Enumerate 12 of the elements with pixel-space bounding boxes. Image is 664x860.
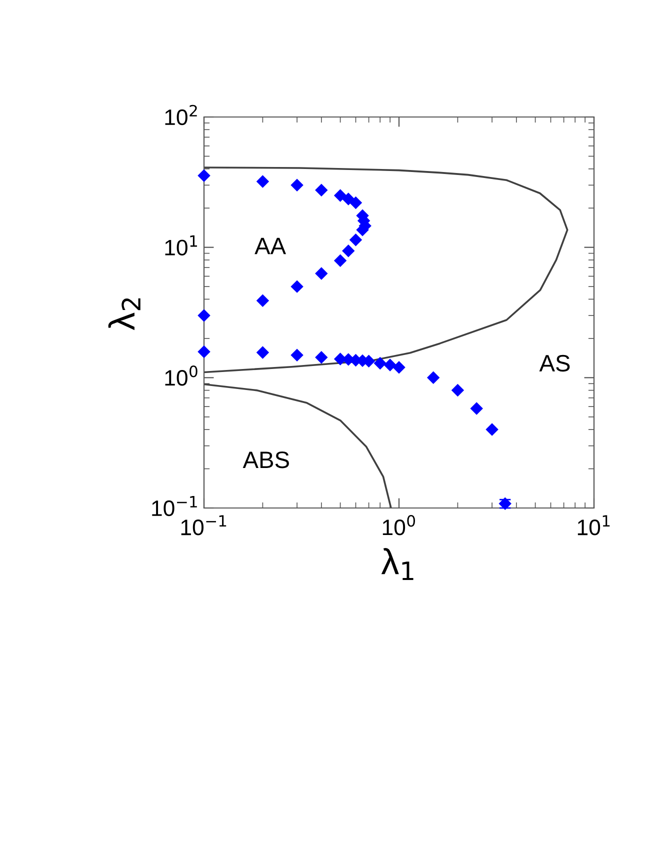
annotation: AA — [254, 238, 286, 254]
y-tick-label: 10$^{1}$ — [165, 235, 197, 256]
annotation: ABS — [242, 451, 289, 468]
y-tick-label: 10$^{0}$ — [165, 365, 198, 386]
x-tick-label: 10$^{0}$ — [382, 514, 416, 536]
x-tick-label: 10$^{1}$ — [578, 515, 610, 536]
annotation: AS — [539, 354, 570, 372]
x-tick-label: 10$^{−1}$ — [181, 515, 226, 536]
y-axis-title: λ$_{2}$ — [108, 298, 140, 330]
y-tick-label: 10$^{2}$ — [165, 104, 197, 126]
y-tick-label: 10$^{−1}$ — [152, 496, 197, 516]
x-axis-title: λ$_{1}$ — [381, 548, 414, 580]
